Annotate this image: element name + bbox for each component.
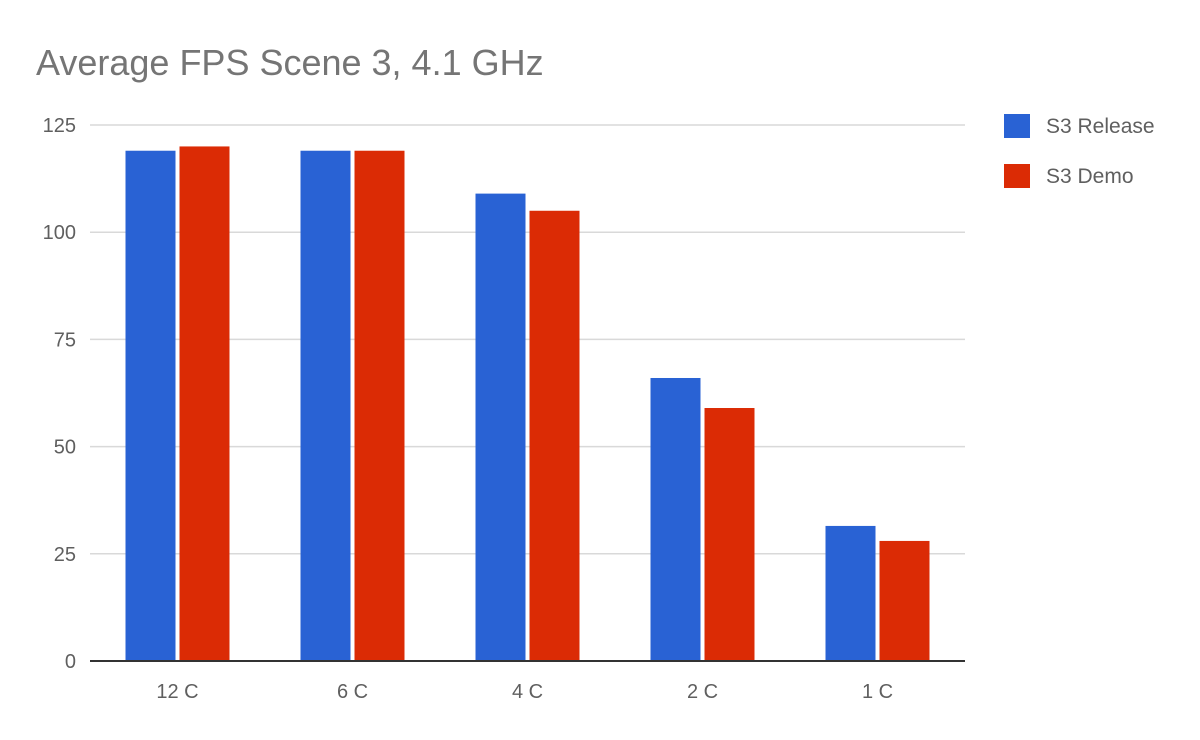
bar-s3-release-2-c (650, 377, 701, 661)
chart-title: Average FPS Scene 3, 4.1 GHz (36, 42, 544, 83)
x-tick-label: 1 C (862, 681, 893, 703)
bar-s3-demo-1-c (879, 540, 930, 661)
y-tick-label: 125 (43, 115, 76, 137)
bar-s3-demo-2-c (704, 408, 755, 661)
y-axis: 0 25 50 75 100 125 (43, 115, 76, 673)
y-tick-label: 0 (65, 651, 76, 673)
bar-s3-demo-12-c (179, 146, 230, 661)
legend-swatch (1004, 114, 1030, 138)
grid-layer (90, 124, 965, 555)
y-tick-label: 25 (54, 544, 76, 566)
bar-s3-release-6-c (300, 150, 351, 661)
bar-s3-release-4-c (475, 193, 526, 661)
legend: S3 Release S3 Demo (1004, 114, 1155, 188)
y-tick-label: 75 (54, 329, 76, 351)
bar-s3-release-12-c (125, 150, 176, 661)
x-tick-label: 6 C (337, 681, 368, 703)
x-tick-label: 12 C (156, 681, 198, 703)
y-tick-label: 100 (43, 222, 76, 244)
y-tick-label: 50 (54, 437, 76, 459)
legend-label: S3 Demo (1046, 165, 1134, 188)
bars-layer (125, 146, 930, 661)
legend-swatch (1004, 164, 1030, 188)
bar-s3-demo-4-c (529, 210, 580, 661)
legend-label: S3 Release (1046, 115, 1155, 138)
bar-s3-demo-6-c (354, 150, 405, 661)
bar-s3-release-1-c (825, 525, 876, 661)
x-axis: 12 C 6 C 4 C 2 C 1 C (156, 681, 893, 703)
x-tick-label: 4 C (512, 681, 543, 703)
x-tick-label: 2 C (687, 681, 718, 703)
